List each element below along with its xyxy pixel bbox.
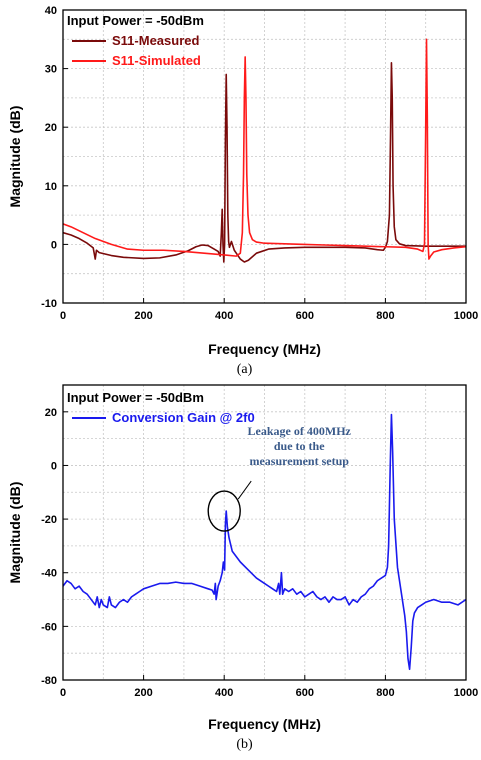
x-tick-label: 200: [134, 310, 152, 322]
y-tick-label: 0: [51, 460, 57, 472]
x-axis-title: Frequency (MHz): [208, 716, 321, 732]
legend-entry: S11-Measured: [112, 33, 199, 48]
plot-frame: [62, 384, 467, 681]
y-tick-label: 20: [45, 122, 57, 134]
y-tick-label: -40: [41, 568, 57, 580]
x-tick-label: 1000: [454, 310, 478, 322]
x-tick-label: 400: [215, 687, 233, 699]
y-tick-label: 10: [45, 181, 57, 193]
y-tick-label: 0: [51, 239, 57, 251]
annotation-pointer: [237, 480, 252, 500]
chart-panel-b: 0 200 400 600 800 1000 -80 -60 -40 -20 0 20 Frequenc…: [7, 384, 478, 752]
annotation-text: Leakage of 400MHz: [248, 424, 352, 438]
x-tick-label: 200: [134, 687, 152, 699]
x-tick-label: 600: [296, 687, 314, 699]
plot-frame: [62, 9, 467, 304]
panel-caption: (b): [236, 737, 253, 752]
series-line-conversion-gain-2f0: [63, 413, 466, 671]
y-tick-label: -10: [41, 298, 57, 310]
x-tick-label: 400: [215, 310, 233, 322]
series-line-s11-measured: [63, 61, 466, 263]
y-tick-label: -20: [41, 514, 57, 526]
y-axis-title: Magnitude (dB): [7, 482, 23, 584]
x-axis-title: Frequency (MHz): [208, 341, 321, 357]
x-tick-label: 1000: [454, 687, 478, 699]
y-tick-label: 40: [45, 5, 57, 17]
x-tick-label: 800: [376, 310, 394, 322]
legend-title: Input Power = -50dBm: [67, 390, 204, 405]
y-tick-label: -80: [41, 675, 57, 687]
legend-entry: S11-Simulated: [112, 53, 201, 68]
y-tick-label: 30: [45, 64, 57, 76]
annotation-text: due to the: [274, 439, 325, 453]
y-axis-title: Magnitude (dB): [7, 106, 23, 208]
y-tick-label: -60: [41, 621, 57, 633]
annotation-text: measurement setup: [249, 454, 349, 468]
y-tick-label: 20: [45, 407, 57, 419]
x-tick-label: 0: [60, 310, 66, 322]
x-tick-label: 800: [376, 687, 394, 699]
legend-title: Input Power = -50dBm: [67, 13, 204, 28]
legend-entry: Conversion Gain @ 2f0: [112, 410, 255, 425]
x-tick-label: 600: [296, 310, 314, 322]
series-line-s11-simulated: [63, 38, 466, 260]
panel-caption: (a): [237, 362, 253, 377]
x-tick-label: 0: [60, 687, 66, 699]
annotation-circle: [207, 490, 241, 532]
